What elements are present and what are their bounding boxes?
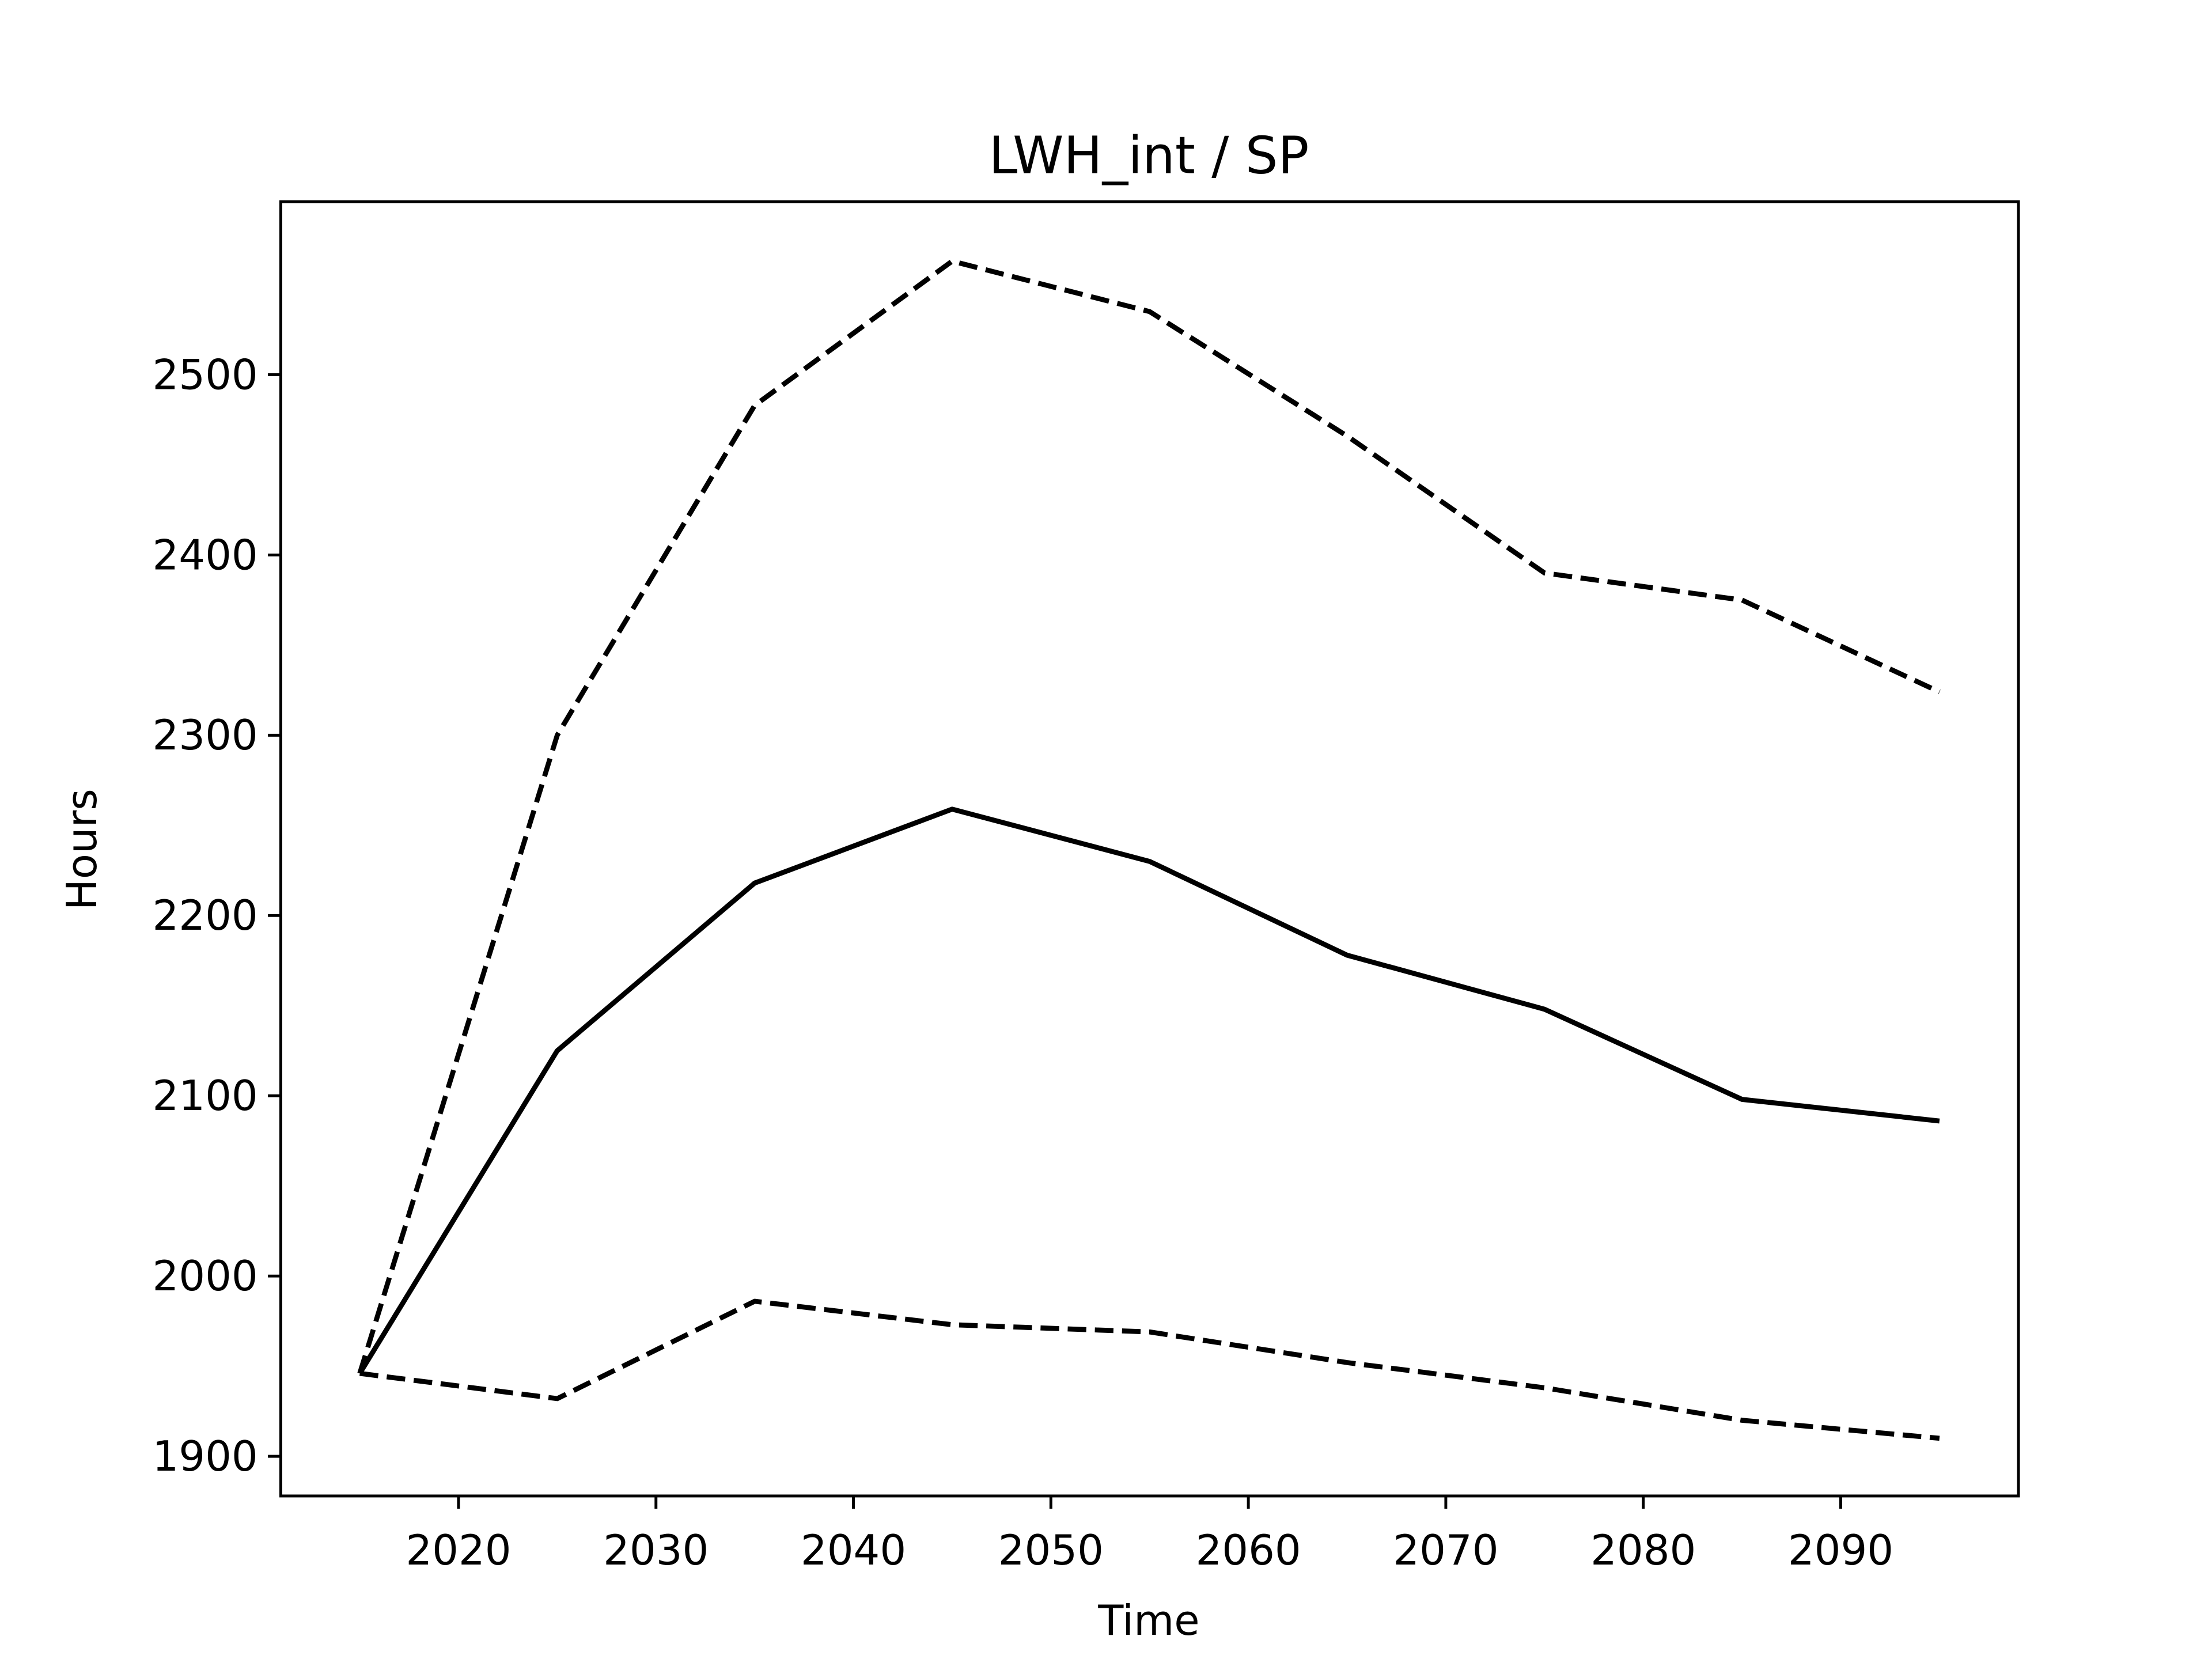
y-tick-label: 2500: [152, 350, 257, 399]
x-tick-label: 2030: [603, 1526, 709, 1574]
y-tick-label: 2200: [152, 891, 257, 940]
x-axis-label: Time: [1097, 1596, 1199, 1645]
background: [1, 0, 2211, 1659]
y-tick-label: 1900: [152, 1432, 257, 1480]
x-tick-label: 2080: [1590, 1526, 1696, 1574]
y-tick-label: 2000: [152, 1252, 257, 1300]
y-tick-label: 2100: [152, 1071, 257, 1120]
x-tick-label: 2020: [406, 1526, 511, 1574]
x-tick-label: 2040: [801, 1526, 906, 1574]
x-tick-label: 2070: [1393, 1526, 1498, 1574]
chart: LWH_int / SP Time Hours 1900 2000 2100 2200…: [0, 0, 2212, 1659]
y-tick-label: 2300: [152, 711, 257, 759]
y-tick-label: 2400: [152, 531, 257, 579]
x-tick-label: 2090: [1788, 1526, 1893, 1574]
x-tick-label: 2050: [998, 1526, 1104, 1574]
chart-title: LWH_int / SP: [989, 126, 1309, 185]
x-tick-label: 2060: [1196, 1526, 1301, 1574]
y-axis-label: Hours: [58, 789, 106, 910]
